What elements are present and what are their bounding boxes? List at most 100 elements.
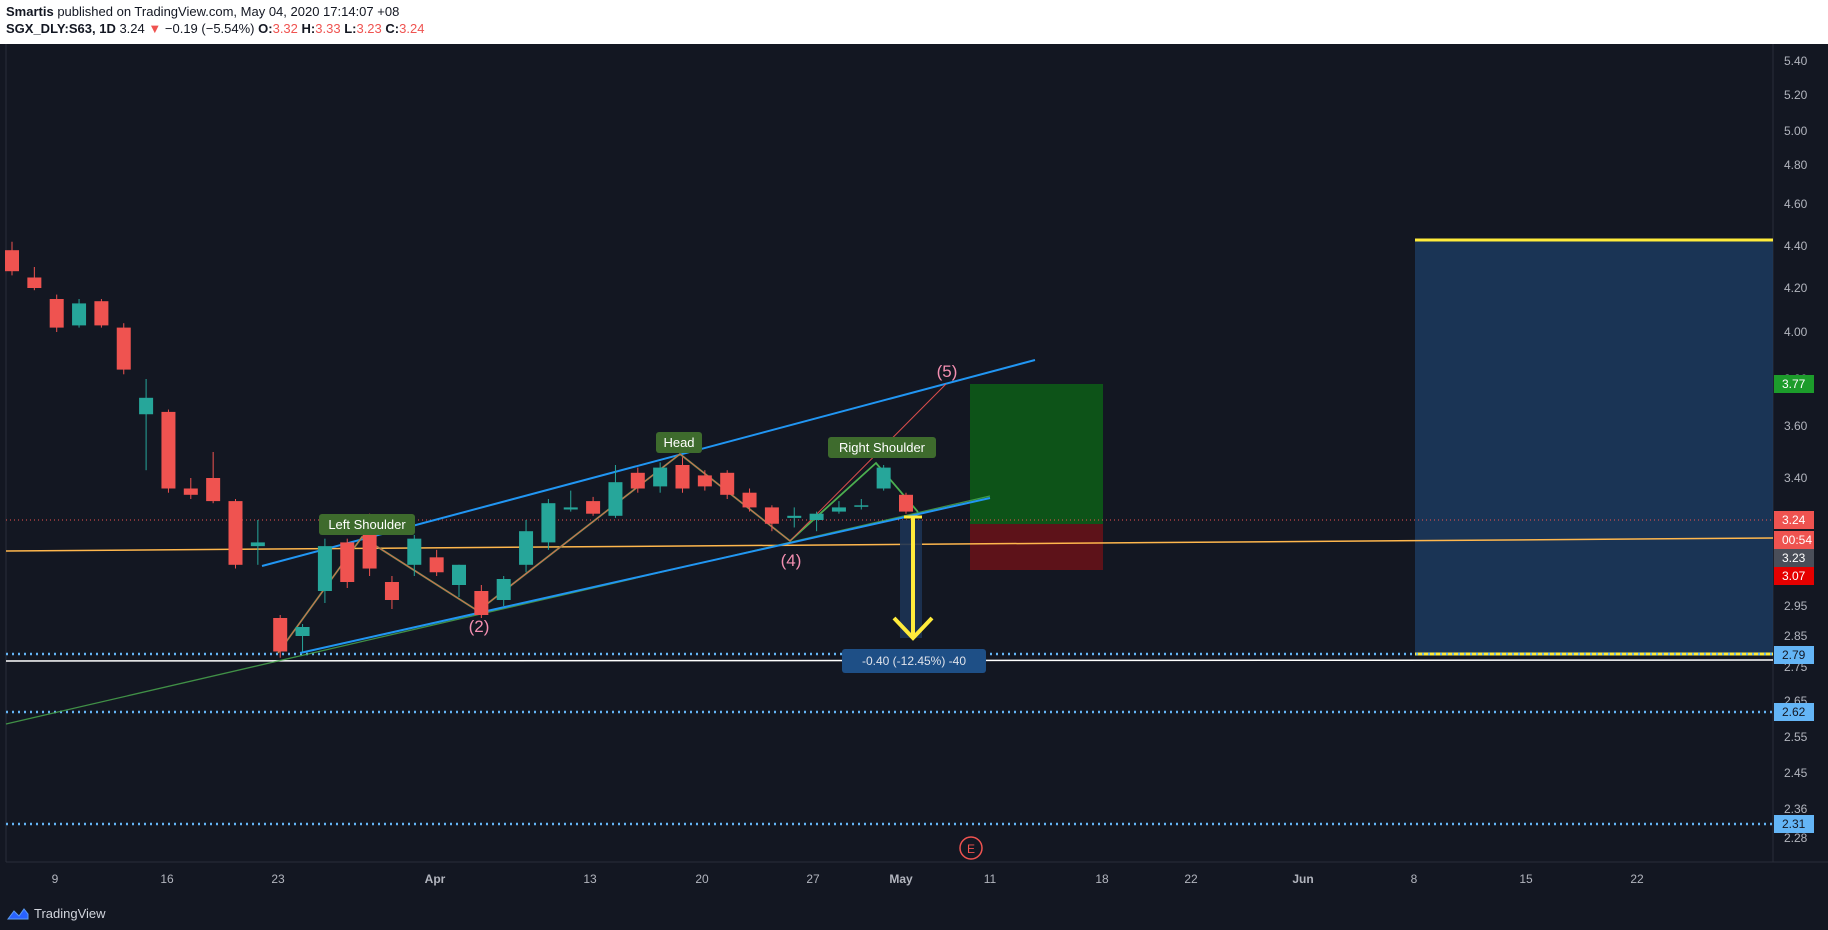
candle-body xyxy=(496,579,511,600)
head-box[interactable] xyxy=(656,432,702,453)
candle-body xyxy=(429,557,444,573)
candle-body xyxy=(899,494,913,512)
time-tick-label: 8 xyxy=(1411,872,1418,886)
wave-5-label[interactable]: (5) xyxy=(937,362,958,381)
candle[interactable] xyxy=(250,520,265,565)
time-tick-label: 15 xyxy=(1519,872,1533,886)
candle[interactable] xyxy=(899,492,913,514)
candle[interactable] xyxy=(384,576,399,609)
candle[interactable] xyxy=(317,538,332,603)
candle-body xyxy=(787,515,802,518)
right-shoulder-label: Right Shoulder xyxy=(839,440,926,455)
candle-body xyxy=(183,488,198,495)
candle-body xyxy=(317,546,332,591)
price-tag-label: 2.31 xyxy=(1782,817,1806,831)
candle[interactable] xyxy=(608,465,623,518)
time-tick-label: 22 xyxy=(1630,872,1644,886)
candle[interactable] xyxy=(116,323,131,375)
candle[interactable] xyxy=(630,467,645,493)
price-tick-label: 5.20 xyxy=(1784,88,1808,102)
wave-4-label[interactable]: (4) xyxy=(781,551,802,570)
low-value: 3.23 xyxy=(356,21,382,36)
candle-body xyxy=(586,501,601,514)
time-tick-label: May xyxy=(889,872,913,886)
candle[interactable] xyxy=(27,267,42,291)
candle[interactable] xyxy=(675,457,690,493)
candle-body xyxy=(541,503,556,543)
price-tick-label: 5.40 xyxy=(1784,54,1808,68)
measure-label-box[interactable] xyxy=(842,649,986,673)
candle[interactable] xyxy=(407,534,422,576)
candle[interactable] xyxy=(519,520,534,573)
candle-body xyxy=(697,475,712,487)
wave-2-label[interactable]: (2) xyxy=(469,617,490,636)
close-key: C: xyxy=(385,21,400,36)
candle[interactable] xyxy=(452,564,466,597)
candle[interactable] xyxy=(228,499,243,569)
candle[interactable] xyxy=(49,294,64,332)
candle[interactable] xyxy=(72,299,87,328)
candle[interactable] xyxy=(720,470,735,499)
candle-body xyxy=(27,277,42,288)
price-tag-label: 3.24 xyxy=(1782,513,1806,527)
candle-body xyxy=(72,303,87,326)
right-shoulder-box[interactable] xyxy=(828,437,936,458)
candle[interactable] xyxy=(809,511,824,532)
low-key: L: xyxy=(344,21,357,36)
candle[interactable] xyxy=(831,501,846,514)
candle[interactable] xyxy=(474,585,489,618)
candle[interactable] xyxy=(183,478,198,499)
candle[interactable] xyxy=(787,507,802,528)
candles[interactable] xyxy=(5,241,913,658)
candle[interactable] xyxy=(161,409,176,493)
candle[interactable] xyxy=(876,465,891,491)
publish-info: Smartis published on TradingView.com, Ma… xyxy=(6,4,399,19)
candle[interactable] xyxy=(586,496,601,516)
footer-bar: TradingView xyxy=(0,898,1828,930)
candle[interactable] xyxy=(295,624,310,652)
candle-body xyxy=(809,513,824,520)
candle[interactable] xyxy=(5,241,19,276)
candle[interactable] xyxy=(139,379,154,471)
tradingview-brand[interactable]: TradingView xyxy=(34,906,106,921)
candle[interactable] xyxy=(273,615,288,658)
time-axis[interactable]: 9 16 23 Apr 13 20 27 May 11 18 22 Jun 8 15 22 xyxy=(52,872,1644,886)
price-tag-bg xyxy=(1774,549,1814,567)
price-tick-label: 4.20 xyxy=(1784,281,1808,295)
candle[interactable] xyxy=(94,299,109,328)
time-tick-label: 11 xyxy=(984,872,997,886)
stop-zone[interactable] xyxy=(970,524,1103,570)
tradingview-logo-icon[interactable] xyxy=(6,906,30,922)
price-tick-label: 2.95 xyxy=(1784,599,1808,613)
price-tag-bg xyxy=(1774,646,1814,664)
channel-lower-line[interactable] xyxy=(299,497,991,654)
high-key: H: xyxy=(301,21,316,36)
price-tag-label: 2.79 xyxy=(1782,648,1806,662)
open-key: O: xyxy=(258,21,273,36)
price-tags: 3.77 3.24 00:54 3.23 3.07 2.79 2.62 2.31 xyxy=(1774,375,1814,833)
author-name[interactable]: Smartis xyxy=(6,4,54,19)
symbol-label[interactable]: SGX_DLY:S63, 1D xyxy=(6,21,116,36)
price-tag-bg xyxy=(1774,567,1814,585)
candle[interactable] xyxy=(764,505,779,532)
candle[interactable] xyxy=(697,470,712,491)
candle-body xyxy=(273,618,288,652)
chart-header: Smartis published on TradingView.com, Ma… xyxy=(0,0,1828,44)
candle[interactable] xyxy=(854,499,869,510)
left-shoulder-box[interactable] xyxy=(319,514,415,535)
price-tick-label: 4.80 xyxy=(1784,158,1808,172)
price-chart[interactable]: -0.40 (-12.45%) -40 Left Shoulder Head R… xyxy=(0,44,1828,898)
candle[interactable] xyxy=(742,488,757,512)
price-tick-label: 2.28 xyxy=(1784,831,1808,845)
target-zone-box[interactable] xyxy=(1415,240,1773,654)
candle[interactable] xyxy=(563,490,578,512)
candle[interactable] xyxy=(340,538,355,588)
candle[interactable] xyxy=(496,576,511,606)
earnings-marker-icon[interactable] xyxy=(959,836,983,860)
candle[interactable] xyxy=(429,549,444,576)
candle[interactable] xyxy=(206,452,221,504)
candle[interactable] xyxy=(541,499,556,550)
profit-zone[interactable] xyxy=(970,384,1103,524)
orange-trendline[interactable] xyxy=(5,537,1774,552)
candle[interactable] xyxy=(653,462,668,493)
